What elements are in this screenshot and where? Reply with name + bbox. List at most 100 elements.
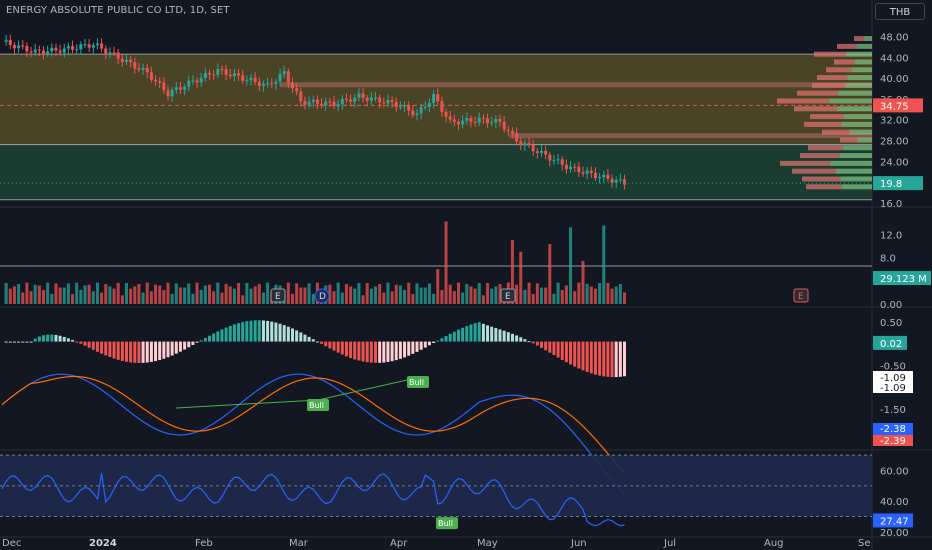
candle-body bbox=[573, 166, 577, 168]
profile-bar-buy bbox=[836, 106, 872, 112]
volume-bar bbox=[444, 221, 448, 304]
volume-bar bbox=[170, 293, 174, 304]
volume-bar bbox=[336, 282, 340, 304]
candle-body bbox=[398, 106, 402, 108]
event-marker-label: E bbox=[505, 292, 511, 302]
macd-histogram-bar bbox=[282, 325, 286, 342]
rsi-tick-label: 40.00 bbox=[880, 497, 909, 508]
candle-body bbox=[610, 178, 614, 183]
macd-histogram-bar bbox=[187, 341, 191, 348]
profile-bar-buy bbox=[843, 145, 872, 151]
macd-histogram-bar bbox=[544, 341, 548, 351]
macd-histogram-bar bbox=[486, 325, 490, 342]
volume-bar bbox=[220, 292, 224, 304]
macd-histogram-bar bbox=[411, 341, 415, 354]
macd-histogram-bar bbox=[174, 341, 178, 354]
resistance-band bbox=[510, 133, 872, 139]
x-tick-label: 2024 bbox=[89, 538, 117, 549]
volume-bar bbox=[515, 284, 519, 304]
profile-bar-sell bbox=[817, 75, 848, 81]
macd-histogram-bar bbox=[154, 341, 158, 362]
candle-body bbox=[378, 97, 382, 103]
rsi-bull-badge bbox=[436, 517, 458, 530]
macd-histogram-bar bbox=[510, 333, 514, 342]
profile-bar-buy bbox=[841, 121, 872, 127]
macd-histogram-bar bbox=[623, 341, 626, 377]
volume-last-label: 29.123 M bbox=[880, 274, 927, 285]
candle-body bbox=[340, 98, 344, 105]
volume-bar bbox=[191, 293, 195, 304]
x-tick-label: Jun bbox=[570, 538, 587, 549]
volume-bar bbox=[602, 225, 606, 304]
volume-bar bbox=[357, 282, 361, 304]
volume-bar bbox=[510, 240, 514, 304]
macd-histogram-bar bbox=[407, 341, 411, 356]
volume-bar bbox=[66, 283, 70, 304]
macd-tick-label: -1.50 bbox=[880, 405, 906, 416]
volume-bar bbox=[17, 283, 21, 304]
candle-body bbox=[191, 80, 195, 82]
volume-bar bbox=[423, 287, 427, 304]
candle-body bbox=[100, 43, 104, 49]
macd-histogram-bar bbox=[311, 339, 315, 342]
macd-histogram-bar bbox=[112, 341, 116, 359]
candle-body bbox=[224, 69, 228, 75]
candle-body bbox=[523, 143, 527, 146]
volume-bar bbox=[249, 288, 253, 304]
candle-body bbox=[531, 144, 535, 152]
profile-bar-buy bbox=[840, 176, 872, 182]
candle-body bbox=[120, 58, 124, 62]
candle-body bbox=[249, 77, 253, 81]
macd-histogram-bar bbox=[120, 341, 124, 361]
volume-bar bbox=[199, 289, 203, 304]
volume-bar bbox=[531, 293, 535, 304]
profile-bar-buy bbox=[856, 43, 872, 49]
price-tick-label: 40.00 bbox=[880, 74, 909, 85]
macd-histogram-bar bbox=[481, 323, 485, 342]
volume-bar bbox=[133, 286, 137, 304]
macd-histogram-bar bbox=[220, 329, 224, 342]
candle-body bbox=[593, 172, 597, 179]
candle-body bbox=[407, 105, 411, 111]
volume-bar bbox=[581, 260, 585, 304]
macd-hist-label: 0.02 bbox=[880, 339, 902, 350]
macd-histogram-bar bbox=[344, 341, 348, 357]
candle-body bbox=[382, 102, 386, 104]
candle-body bbox=[237, 73, 241, 76]
macd-histogram-bar bbox=[440, 338, 444, 342]
candle-body bbox=[203, 72, 207, 78]
candle-body bbox=[4, 40, 8, 42]
volume-bar bbox=[104, 283, 108, 304]
currency-button[interactable]: THB bbox=[875, 3, 925, 20]
price-tick-label: 44.00 bbox=[880, 53, 909, 64]
volume-bar bbox=[394, 284, 398, 304]
candle-body bbox=[79, 44, 83, 50]
x-tick-label: Apr bbox=[390, 538, 408, 549]
macd-histogram-bar bbox=[506, 332, 510, 342]
volume-bar bbox=[174, 283, 178, 304]
rsi-tick-label: 20.00 bbox=[880, 528, 909, 539]
macd-histogram-bar bbox=[315, 341, 319, 343]
candle-body bbox=[12, 45, 16, 49]
macd-histogram-bar bbox=[241, 322, 245, 342]
macd-histogram-bar bbox=[519, 337, 523, 342]
volume-bar bbox=[427, 283, 431, 304]
macd-histogram-bar bbox=[208, 335, 211, 342]
candle-body bbox=[141, 67, 145, 70]
macd-histogram-bar bbox=[224, 327, 228, 342]
profile-bar-sell bbox=[777, 98, 830, 104]
volume-bar bbox=[125, 282, 128, 304]
macd-last-badge bbox=[873, 423, 913, 435]
volume-tick-label: 0.00 bbox=[880, 300, 902, 311]
volume-bar bbox=[415, 283, 419, 304]
candle-body bbox=[178, 87, 182, 90]
candle-body bbox=[46, 51, 50, 55]
volume-bar bbox=[564, 285, 568, 304]
macd-histogram-bar bbox=[270, 321, 274, 342]
volume-bar bbox=[465, 283, 469, 304]
candle-body bbox=[212, 74, 216, 76]
last-price-badge bbox=[873, 176, 923, 191]
volume-bar bbox=[116, 282, 120, 304]
volume-bar bbox=[332, 291, 336, 304]
